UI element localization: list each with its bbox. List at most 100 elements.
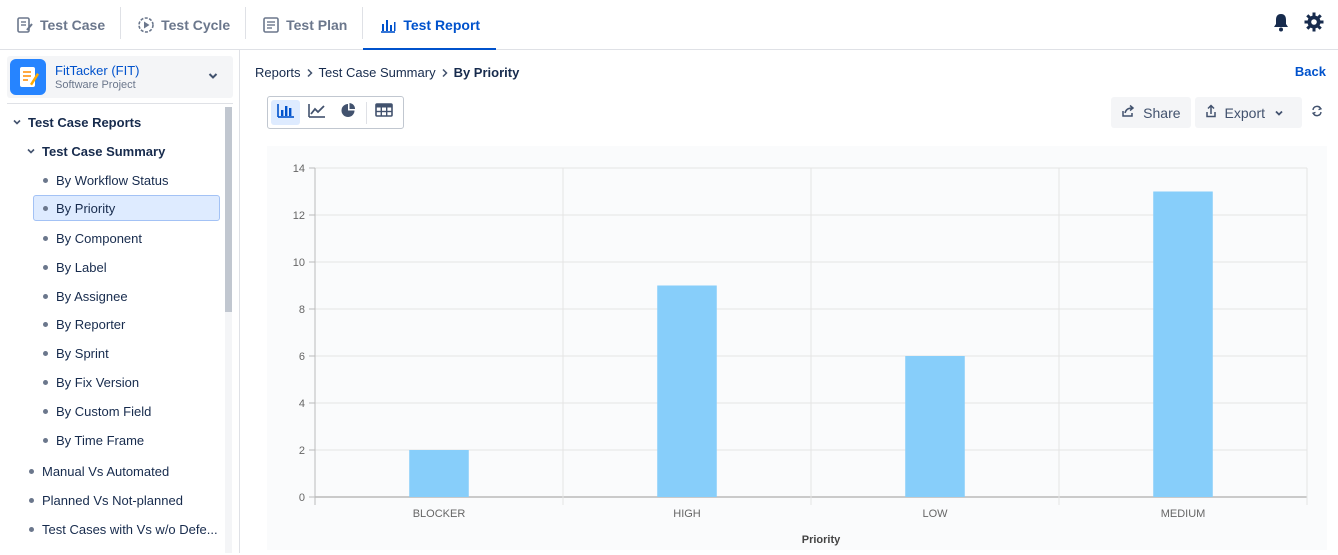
tree-item-by-time-frame[interactable]: By Time Frame bbox=[43, 427, 144, 453]
export-icon bbox=[1205, 104, 1225, 121]
tab-test-case-label: Test Case bbox=[40, 16, 106, 33]
tree-item-test-cases-with-vs-without-defects[interactable]: Test Cases with Vs w/o Defe... bbox=[29, 516, 218, 542]
tree-item-by-custom-field[interactable]: By Custom Field bbox=[43, 398, 151, 424]
chevron-down-icon[interactable] bbox=[207, 69, 219, 87]
tree-item-label: By Component bbox=[56, 230, 142, 246]
bullet-icon bbox=[43, 177, 48, 183]
y-tick-label: 12 bbox=[293, 210, 305, 222]
bell-icon[interactable] bbox=[1272, 12, 1290, 37]
tree-item-by-workflow-status[interactable]: By Workflow Status bbox=[43, 167, 168, 193]
test-plan-icon bbox=[262, 16, 280, 34]
tree-item-by-label[interactable]: By Label bbox=[43, 254, 107, 280]
test-cycle-icon bbox=[137, 16, 155, 34]
share-button[interactable]: Share bbox=[1111, 97, 1191, 128]
x-tick-label: LOW bbox=[922, 508, 948, 520]
refresh-icon bbox=[1311, 104, 1323, 122]
tree-item-planned-vs-not-planned[interactable]: Planned Vs Not-planned bbox=[29, 487, 183, 513]
tree-item-test-case-summary[interactable]: Test Case Summary bbox=[26, 138, 165, 164]
table-icon bbox=[374, 102, 393, 123]
pie-chart-icon bbox=[340, 102, 356, 123]
x-tick-label: BLOCKER bbox=[413, 508, 466, 520]
tree-item-label: Test Cases with Vs w/o Defe... bbox=[42, 521, 218, 537]
tab-test-report[interactable]: Test Report bbox=[363, 0, 496, 50]
bullet-icon bbox=[29, 526, 34, 532]
tab-test-cycle-label: Test Cycle bbox=[161, 16, 231, 33]
tree-item-label: Manual Vs Automated bbox=[42, 463, 170, 479]
tree-item-by-fix-version[interactable]: By Fix Version bbox=[43, 369, 139, 395]
tree-item-label: By Label bbox=[56, 259, 107, 275]
sidebar-scrollbar[interactable] bbox=[225, 107, 232, 553]
bullet-icon bbox=[43, 264, 48, 270]
chart-container: 0 2 4 6 8 10 12 14 BLOCKER HIGH LOW MEDIUM Priority bbox=[267, 146, 1327, 550]
bullet-icon bbox=[43, 408, 48, 414]
x-tick-label: HIGH bbox=[673, 508, 701, 520]
bar-chart-icon bbox=[276, 102, 295, 123]
tree-item-by-sprint[interactable]: By Sprint bbox=[43, 340, 109, 366]
bullet-icon bbox=[43, 235, 48, 241]
tree-item-label: By Custom Field bbox=[56, 403, 152, 419]
gear-icon[interactable] bbox=[1304, 12, 1324, 37]
project-selector[interactable]: FitTacker (FIT) Software Project bbox=[7, 56, 233, 98]
tab-test-plan-label: Test Plan bbox=[286, 16, 348, 33]
bullet-icon bbox=[43, 205, 48, 211]
tree-item-test-case-reports[interactable]: Test Case Reports bbox=[12, 109, 141, 135]
main-content: Reports Test Case Summary By Priority Ba… bbox=[240, 50, 1338, 553]
y-tick-label: 14 bbox=[293, 163, 305, 175]
main-tabs: Test Case Test Cycle Test Plan Test Repo… bbox=[0, 0, 496, 50]
sidebar-scrollbar-thumb[interactable] bbox=[225, 107, 232, 312]
tree-item-by-priority[interactable]: By Priority bbox=[33, 195, 220, 221]
y-tick-label: 8 bbox=[299, 304, 305, 316]
tab-test-plan[interactable]: Test Plan bbox=[246, 0, 364, 49]
tree-item-by-assignee[interactable]: By Assignee bbox=[43, 283, 128, 309]
bar-high bbox=[657, 285, 717, 497]
tree-item-label: Test Case Summary bbox=[42, 143, 166, 159]
share-button-label: Share bbox=[1143, 104, 1181, 121]
top-navigation-bar: Test Case Test Cycle Test Plan Test Repo… bbox=[0, 0, 1338, 50]
line-chart-icon bbox=[307, 102, 326, 123]
tree-item-label: By Time Frame bbox=[56, 432, 145, 448]
bar-low bbox=[905, 356, 965, 497]
tab-test-case[interactable]: Test Case bbox=[0, 0, 122, 49]
breadcrumb-current: By Priority bbox=[453, 65, 520, 80]
chevron-down-icon bbox=[12, 117, 26, 127]
breadcrumb-test-case-summary[interactable]: Test Case Summary bbox=[318, 65, 436, 80]
tree-item-label: By Workflow Status bbox=[56, 172, 169, 188]
tree-item-label: Test Case Reports bbox=[28, 114, 142, 130]
test-case-icon bbox=[16, 16, 34, 34]
line-chart-view-button[interactable] bbox=[302, 100, 331, 125]
bullet-icon bbox=[43, 293, 48, 299]
bullet-icon bbox=[43, 437, 48, 443]
y-tick-label: 6 bbox=[299, 351, 305, 363]
tree-item-label: By Assignee bbox=[56, 288, 128, 304]
tree-item-label: By Reporter bbox=[56, 316, 126, 332]
refresh-button[interactable] bbox=[1306, 97, 1328, 128]
y-tick-label: 4 bbox=[299, 398, 305, 410]
bar-medium bbox=[1153, 191, 1213, 497]
bar-chart: 0 2 4 6 8 10 12 14 BLOCKER HIGH LOW MEDIUM Priority bbox=[293, 163, 1308, 546]
breadcrumb-reports[interactable]: Reports bbox=[255, 65, 301, 80]
tree-item-by-reporter[interactable]: By Reporter bbox=[43, 311, 125, 337]
tree-item-label: By Sprint bbox=[56, 345, 109, 361]
bar-chart-view-button[interactable] bbox=[271, 100, 301, 125]
bullet-icon bbox=[43, 350, 48, 356]
y-tick-label: 10 bbox=[293, 257, 305, 269]
tree-item-by-component[interactable]: By Component bbox=[43, 225, 142, 251]
tree-item-manual-vs-automated[interactable]: Manual Vs Automated bbox=[29, 458, 169, 484]
x-tick-label: MEDIUM bbox=[1161, 508, 1206, 520]
share-icon bbox=[1121, 104, 1143, 121]
bullet-icon bbox=[29, 497, 34, 503]
toolbar-divider bbox=[366, 101, 368, 124]
export-button[interactable]: Export bbox=[1194, 97, 1302, 128]
tree-item-label: By Fix Version bbox=[56, 374, 140, 390]
tab-test-cycle[interactable]: Test Cycle bbox=[121, 0, 247, 49]
tab-test-report-label: Test Report bbox=[403, 16, 481, 33]
sidebar: FitTacker (FIT) Software Project Test Ca… bbox=[0, 50, 240, 553]
back-link[interactable]: Back bbox=[1294, 64, 1326, 79]
chevron-down-icon bbox=[1274, 108, 1292, 118]
x-axis-title: Priority bbox=[802, 534, 841, 546]
project-notebook-icon bbox=[10, 59, 46, 95]
pie-chart-view-button[interactable] bbox=[333, 100, 362, 125]
chevron-right-icon bbox=[441, 68, 449, 78]
table-view-button[interactable] bbox=[369, 100, 398, 125]
test-report-icon bbox=[379, 16, 397, 34]
